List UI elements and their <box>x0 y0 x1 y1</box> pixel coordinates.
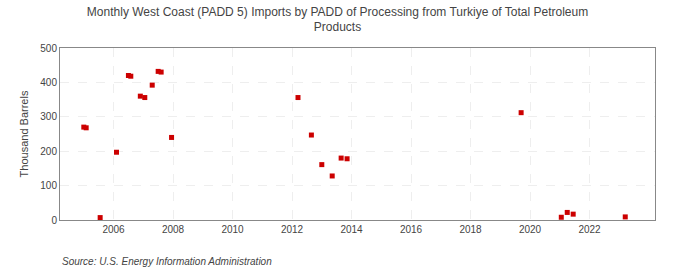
svg-text:0: 0 <box>51 215 57 226</box>
svg-text:Thousand Barrels: Thousand Barrels <box>18 90 30 177</box>
svg-text:2012: 2012 <box>281 224 304 235</box>
svg-text:2018: 2018 <box>459 224 482 235</box>
svg-text:2006: 2006 <box>102 224 125 235</box>
svg-text:2020: 2020 <box>519 224 542 235</box>
svg-text:2010: 2010 <box>221 224 244 235</box>
svg-text:2016: 2016 <box>400 224 423 235</box>
svg-text:300: 300 <box>40 111 57 122</box>
svg-text:500: 500 <box>40 43 57 54</box>
svg-text:200: 200 <box>40 146 57 157</box>
svg-text:Source: U.S. Energy Informatio: Source: U.S. Energy Information Administ… <box>62 256 272 267</box>
svg-text:100: 100 <box>40 180 57 191</box>
svg-text:Monthly West Coast (PADD 5) Im: Monthly West Coast (PADD 5) Imports by P… <box>87 5 588 35</box>
svg-text:2008: 2008 <box>162 224 185 235</box>
svg-text:2014: 2014 <box>340 224 363 235</box>
svg-text:400: 400 <box>40 77 57 88</box>
svg-text:2022: 2022 <box>578 224 601 235</box>
